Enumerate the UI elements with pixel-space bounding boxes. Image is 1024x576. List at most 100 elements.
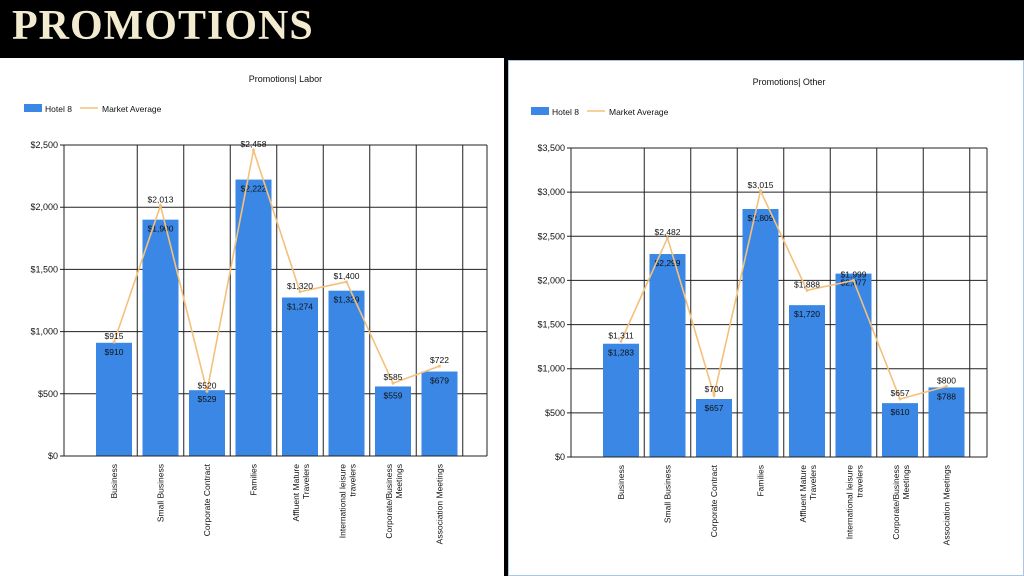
line-data-label: $1,311 bbox=[608, 330, 634, 340]
line-point bbox=[759, 189, 762, 193]
line-data-label: $585 bbox=[384, 372, 403, 382]
y-tick-label: $500 bbox=[545, 408, 565, 418]
legend-label-market: Market Average bbox=[609, 107, 669, 117]
line-point bbox=[945, 384, 948, 388]
y-tick-label: $0 bbox=[555, 452, 565, 462]
bar bbox=[603, 343, 639, 457]
line-data-label: $1,888 bbox=[794, 279, 820, 289]
legend-label-market: Market Average bbox=[102, 104, 162, 114]
bar bbox=[835, 273, 872, 457]
line-data-label: $1,320 bbox=[287, 281, 313, 291]
y-tick-label: $3,000 bbox=[537, 187, 565, 197]
x-tick-label: Families bbox=[756, 465, 766, 497]
chart-panel-other: Promotions| Other Hotel 8 Market Average $0… bbox=[508, 60, 1024, 576]
line-point bbox=[205, 389, 209, 393]
line-point bbox=[852, 279, 855, 283]
legend-label-hotel: Hotel 8 bbox=[45, 104, 72, 114]
x-tick-label: International leisuretravelers bbox=[845, 465, 865, 539]
bar bbox=[375, 386, 411, 456]
line-point bbox=[712, 393, 716, 397]
page-title: PROMOTIONS bbox=[12, 3, 314, 49]
bar bbox=[882, 403, 918, 457]
bar-data-label: $1,329 bbox=[334, 295, 360, 305]
y-tick-label: $1,000 bbox=[30, 327, 58, 337]
legend-swatch-hotel bbox=[24, 104, 42, 112]
bar bbox=[421, 371, 458, 456]
chart-panel-labor: Promotions| Labor Hotel 8 Market Average $0… bbox=[0, 58, 504, 576]
line-point bbox=[805, 288, 809, 292]
x-tick-label: Association Meetings bbox=[435, 464, 445, 544]
x-tick-label: Business bbox=[616, 465, 626, 500]
line-data-label: $2,013 bbox=[148, 195, 174, 205]
bar bbox=[142, 219, 179, 456]
bar-data-label: $2,299 bbox=[655, 258, 681, 268]
bar-data-label: $529 bbox=[198, 394, 217, 404]
chart-title: Promotions| Other bbox=[753, 77, 826, 87]
line-data-label: $3,015 bbox=[748, 180, 774, 190]
line-point bbox=[112, 340, 116, 344]
legend-label-hotel: Hotel 8 bbox=[552, 107, 579, 117]
line-point bbox=[159, 204, 162, 208]
line-data-label: $700 bbox=[705, 384, 724, 394]
line-point bbox=[391, 381, 395, 385]
bar bbox=[235, 179, 272, 456]
line-point bbox=[438, 364, 441, 368]
line-data-label: $1,999 bbox=[841, 270, 867, 280]
y-tick-label: $2,500 bbox=[537, 231, 565, 241]
bar-data-label: $610 bbox=[891, 407, 910, 417]
bar bbox=[328, 290, 365, 456]
bar bbox=[189, 390, 225, 456]
x-tick-label: Corporate/BusinessMeetings bbox=[384, 464, 404, 539]
y-tick-label: $0 bbox=[48, 451, 58, 461]
line-data-label: $657 bbox=[891, 388, 910, 398]
line-data-label: $520 bbox=[198, 380, 217, 390]
x-tick-label: Affluent MatureTravelers bbox=[291, 464, 311, 522]
x-tick-label: Business bbox=[109, 464, 119, 499]
bar-data-label: $2,222 bbox=[241, 184, 267, 194]
bar-data-label: $679 bbox=[430, 376, 449, 386]
y-tick-label: $1,500 bbox=[30, 264, 58, 274]
line-point bbox=[619, 339, 623, 343]
series-line-market-average bbox=[113, 147, 440, 392]
x-tick-label: Families bbox=[249, 464, 259, 496]
line-point bbox=[898, 397, 902, 401]
line-data-label: $1,400 bbox=[334, 271, 360, 281]
y-tick-label: $1,500 bbox=[537, 320, 565, 330]
bar bbox=[789, 305, 825, 457]
line-data-label: $722 bbox=[430, 355, 449, 365]
y-tick-label: $500 bbox=[38, 389, 58, 399]
bar-data-label: $657 bbox=[705, 403, 724, 413]
x-tick-label: Corporate/BusinessMeetings bbox=[891, 465, 911, 540]
y-tick-label: $2,000 bbox=[30, 202, 58, 212]
x-tick-label: Association Meetings bbox=[942, 465, 952, 545]
bar bbox=[742, 209, 779, 457]
legend: Hotel 8 Market Average bbox=[531, 107, 669, 117]
series-line-market-average bbox=[620, 188, 947, 400]
chart-other: Promotions| Other Hotel 8 Market Average $0… bbox=[531, 77, 988, 545]
line-data-label: $915 bbox=[105, 331, 124, 341]
line-data-label: $800 bbox=[937, 375, 956, 385]
x-tick-label: International leisuretravelers bbox=[338, 464, 358, 538]
bar bbox=[928, 387, 965, 457]
bar-data-label: $788 bbox=[937, 391, 956, 401]
bar bbox=[649, 254, 686, 457]
x-tick-label: Corporate Contract bbox=[202, 463, 212, 536]
y-tick-label: $2,500 bbox=[30, 140, 58, 150]
header-bar: PROMOTIONS bbox=[0, 0, 1024, 58]
bar-data-label: $1,720 bbox=[794, 309, 820, 319]
chart-labor: Promotions| Labor Hotel 8 Market Average $0… bbox=[24, 74, 488, 544]
y-tick-label: $1,000 bbox=[537, 364, 565, 374]
bar-data-label: $1,900 bbox=[148, 224, 174, 234]
bar-data-label: $2,809 bbox=[748, 213, 774, 223]
y-tick-label: $3,500 bbox=[537, 143, 565, 153]
line-point bbox=[298, 290, 302, 294]
line-point bbox=[666, 236, 669, 240]
x-tick-label: Corporate Contract bbox=[709, 464, 719, 537]
bar-data-label: $559 bbox=[384, 390, 403, 400]
bar-data-label: $1,283 bbox=[608, 348, 634, 358]
bar-data-label: $1,274 bbox=[287, 302, 313, 312]
x-tick-label: Affluent MatureTravelers bbox=[798, 465, 818, 523]
bar bbox=[96, 342, 132, 456]
chart-title: Promotions| Labor bbox=[249, 74, 322, 84]
line-data-label: $2,458 bbox=[241, 139, 267, 149]
